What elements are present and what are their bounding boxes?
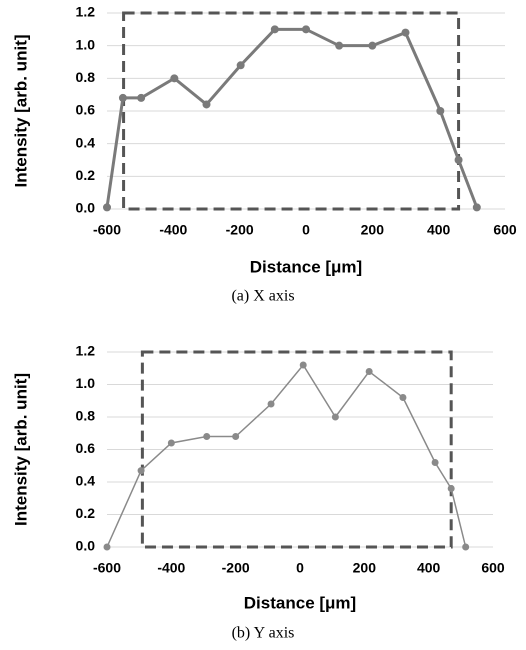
data-point xyxy=(170,74,179,83)
data-point xyxy=(236,61,245,70)
x-tick-label: -400 xyxy=(157,560,185,576)
data-point xyxy=(462,543,470,551)
data-point xyxy=(401,28,410,37)
x-tick-label: 400 xyxy=(417,560,441,576)
x-tick-label: 200 xyxy=(353,560,377,576)
data-point xyxy=(202,100,211,109)
data-point xyxy=(137,93,146,102)
y-tick-label: 1.2 xyxy=(76,343,96,359)
data-line xyxy=(105,27,479,208)
x-axis-label: Distance [μm] xyxy=(244,593,356,612)
y-tick-label: 0.4 xyxy=(76,473,96,489)
x-tick-label: 0 xyxy=(296,560,304,576)
caption: (b) Y axis xyxy=(232,625,295,642)
data-point xyxy=(203,433,211,440)
data-point xyxy=(270,25,279,34)
y-tick-label: 0.2 xyxy=(76,505,96,521)
y-axis-label: Intensity [arb. unit] xyxy=(11,35,30,188)
data-point xyxy=(137,467,145,475)
x-tick-label: -600 xyxy=(93,222,121,238)
region-box xyxy=(122,11,461,211)
data-point xyxy=(232,433,240,440)
data-point xyxy=(447,485,455,492)
data-point xyxy=(436,107,445,115)
data-point xyxy=(368,41,377,50)
x-axis-label: Distance [μm] xyxy=(250,257,362,276)
x-tick-label: -200 xyxy=(226,222,254,238)
y-tick-label: 1.0 xyxy=(76,36,96,52)
y-tick-label: 1.0 xyxy=(76,375,96,391)
data-point xyxy=(167,439,175,447)
y-tick-label: 0.2 xyxy=(76,167,96,183)
data-point xyxy=(118,93,127,102)
data-point xyxy=(472,203,481,212)
y-tick-label: 0.4 xyxy=(76,134,96,150)
caption: (a) X axis xyxy=(231,288,294,305)
x-tick-label: 400 xyxy=(427,222,451,238)
x-tick-label: 200 xyxy=(361,222,385,238)
data-point xyxy=(454,156,463,164)
y-tick-label: 0.6 xyxy=(76,440,96,456)
x-tick-label: -200 xyxy=(222,560,250,576)
x-tick-label: -600 xyxy=(93,560,121,576)
x-tick-label: -400 xyxy=(159,222,187,238)
y-tick-label: 0.0 xyxy=(76,538,96,554)
data-point xyxy=(365,368,373,375)
data-point xyxy=(335,41,344,50)
y-tick-label: 1.2 xyxy=(76,4,96,20)
y-axis-label: Intensity [arb. unit] xyxy=(11,373,30,526)
data-point xyxy=(103,543,111,551)
data-point xyxy=(399,394,407,401)
region-box xyxy=(140,350,453,549)
y-tick-label: 0.8 xyxy=(76,408,96,424)
y-tick-label: 0.8 xyxy=(76,69,96,85)
x-tick-label: 600 xyxy=(481,560,505,576)
y-tick-label: 0.6 xyxy=(76,102,96,118)
data-point xyxy=(331,413,339,421)
y-tick-label: 0.0 xyxy=(76,200,96,216)
data-line xyxy=(106,363,467,548)
data-point xyxy=(302,25,310,34)
data-point xyxy=(103,203,111,212)
data-point xyxy=(267,400,275,408)
x-tick-label: 600 xyxy=(493,222,517,238)
data-point xyxy=(299,361,307,369)
x-tick-label: 0 xyxy=(302,222,310,238)
data-point xyxy=(431,459,439,466)
